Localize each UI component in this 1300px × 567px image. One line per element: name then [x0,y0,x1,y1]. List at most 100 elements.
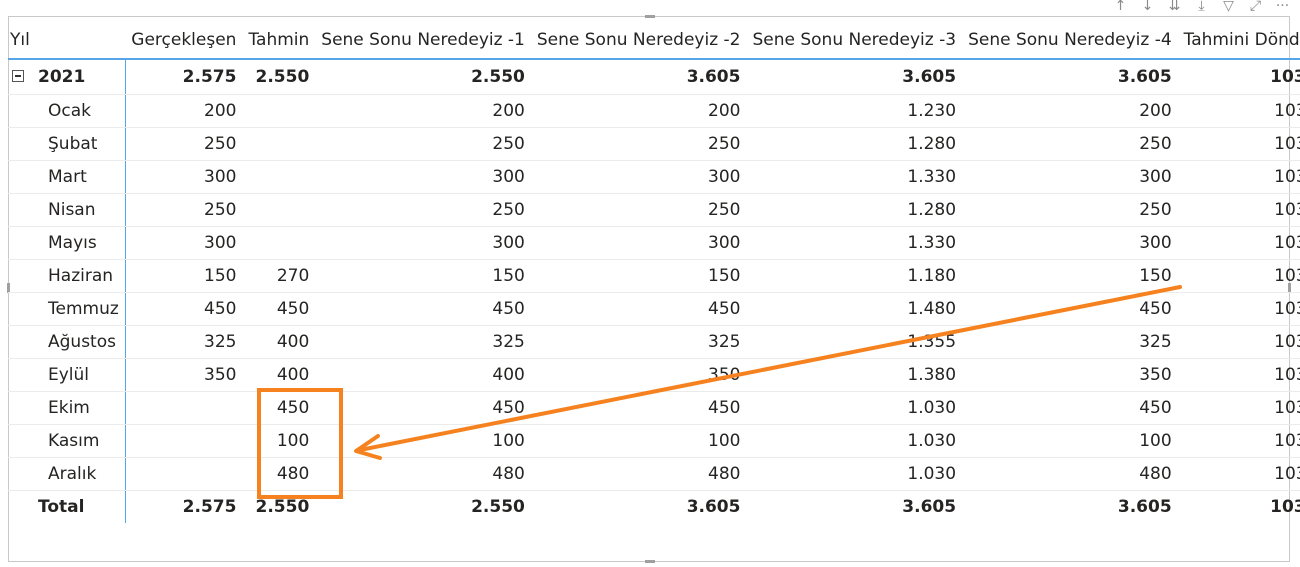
expand-all-icon[interactable]: ⇊ [1168,0,1181,14]
column-header[interactable]: Tahmin [242,22,316,60]
value-cell: 1.180 [746,259,963,293]
sort-descending-icon[interactable]: ↓ [1141,0,1154,14]
value-cell: 1030 [1177,424,1300,458]
column-header[interactable]: Yıl [8,22,126,60]
value-cell: 300 [530,226,747,260]
value-cell: 1030 [1177,160,1300,194]
focus-mode-icon[interactable]: ⤢ [1249,0,1262,14]
value-cell: 325 [530,325,747,359]
row-label: Temmuz [48,299,119,319]
column-header[interactable]: Sene Sonu Neredeyiz -1 [315,22,531,60]
value-cell: 1030 [1177,226,1300,260]
value-cell: 3.605 [746,59,963,95]
row-label: Total [38,497,85,517]
value-cell: 250 [962,127,1178,161]
value-cell: 1030 [1177,325,1300,359]
value-cell: 2.550 [315,59,531,95]
value-cell: 300 [315,226,531,260]
row-label: Mart [48,167,87,187]
row-label: Aralık [48,464,97,484]
value-cell: 450 [530,292,747,326]
value-cell: 2.550 [242,59,316,95]
column-header[interactable]: Sene Sonu Neredeyiz -4 [962,22,1178,60]
column-header-row: Yıl Gerçekleşen Tahmin Sene Sonu Neredeyiz … [8,22,1300,60]
column-header[interactable]: Sene Sonu Neredeyiz -2 [530,22,747,60]
filter-icon[interactable]: ▽ [1223,0,1234,14]
column-header[interactable]: Sene Sonu Neredeyiz -3 [746,22,963,60]
row-label: Kasım [48,431,100,451]
value-cell: 325 [125,325,243,359]
value-cell: 300 [125,160,243,194]
value-cell [242,160,316,194]
resize-handle-top[interactable] [645,15,655,18]
value-cell: 400 [242,358,316,392]
value-cell: 480 [962,457,1178,491]
value-cell: 3.605 [686,497,741,517]
value-cell: 480 [530,457,747,491]
value-cell: 400 [315,358,531,392]
value-cell: 250 [125,193,243,227]
value-cell: 3.605 [902,497,957,517]
value-cell: 450 [530,391,747,425]
value-cell [125,457,243,491]
row-label: Ocak [48,101,91,121]
value-cell: 300 [315,160,531,194]
value-cell: 1030 [1177,59,1300,95]
value-cell: 350 [125,358,243,392]
value-cell: 250 [315,193,531,227]
value-cell: 3.605 [530,59,747,95]
value-cell: 200 [962,94,1178,128]
sort-ascending-icon[interactable]: ↑ [1114,0,1127,14]
value-cell [242,94,316,128]
value-cell: 450 [962,391,1178,425]
value-cell: 270 [242,259,316,293]
value-cell: 1.330 [746,226,963,260]
total-row: Total 2.575 2.550 2.550 3.605 3.605 3.605 1030 [8,490,1300,523]
value-cell: 400 [242,325,316,359]
value-cell: 1.380 [746,358,963,392]
value-cell: 1030 [1177,358,1300,392]
column-header[interactable]: Tahmini Döndür [1177,22,1300,60]
row-label: Nisan [48,200,96,220]
row-header-cell: Aralık [8,457,126,491]
value-cell: 2.550 [255,497,310,517]
value-cell: 250 [315,127,531,161]
row-label: Mayıs [48,233,97,253]
value-cell: 250 [962,193,1178,227]
row-header-cell: Mayıs [8,226,126,260]
collapse-icon[interactable] [12,70,24,82]
row-header-cell: Haziran [8,259,126,293]
value-cell: 100 [315,424,531,458]
value-cell: 1.030 [746,457,963,491]
more-options-icon[interactable]: ··· [1275,0,1290,14]
value-cell: 300 [125,226,243,260]
value-cell: 150 [530,259,747,293]
value-cell: 1030 [1177,259,1300,293]
value-cell: 100 [962,424,1178,458]
value-cell: 1.480 [746,292,963,326]
value-cell [242,193,316,227]
row-label: Haziran [48,266,114,286]
value-cell [125,391,243,425]
resize-handle-bottom[interactable] [645,560,655,563]
row-header-cell: Ağustos [8,325,126,359]
value-cell: 325 [315,325,531,359]
row-label: Ekim [48,398,90,418]
row-header-cell: Şubat [8,127,126,161]
drill-down-icon[interactable]: ⤓ [1198,0,1205,14]
value-cell: 300 [962,226,1178,260]
value-cell: 350 [530,358,747,392]
visual-header-toolbar: ↑ ↓ ⇊ ⤓ ▽ ⤢ ··· [1109,0,1294,14]
row-header-cell: Eylül [8,358,126,392]
column-header[interactable]: Gerçekleşen [125,22,243,60]
value-cell: 1030 [1177,193,1300,227]
row-header-cell: Total [8,490,126,523]
value-cell: 1.230 [746,94,963,128]
value-cell: 1030 [1270,497,1300,517]
